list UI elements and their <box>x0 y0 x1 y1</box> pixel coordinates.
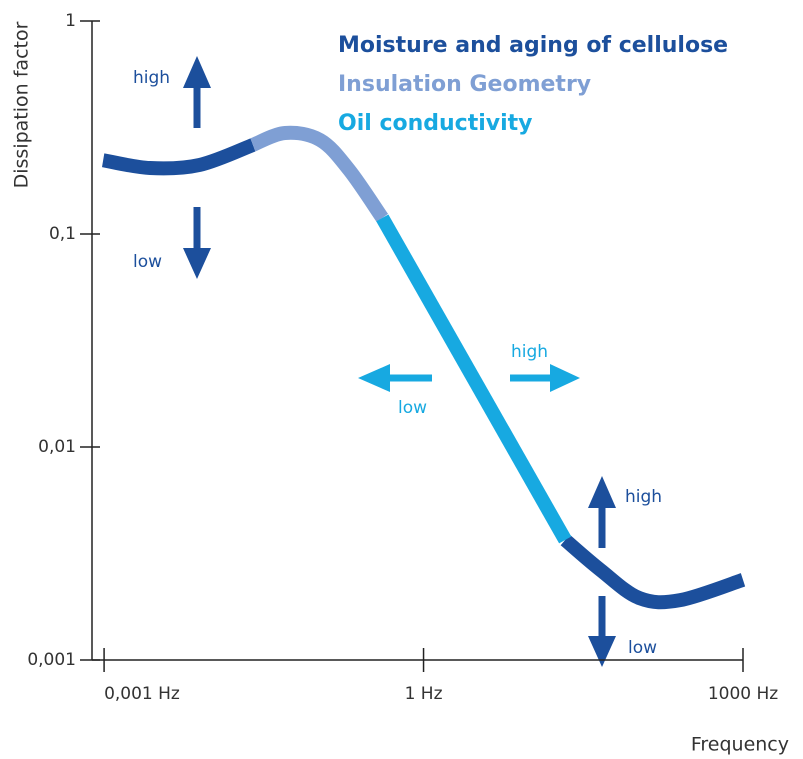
legend-entry: Insulation Geometry <box>338 72 591 97</box>
y-tick-label: 0,01 <box>38 437 76 457</box>
x-tick-label: 1 Hz <box>405 684 443 704</box>
x-tick-label: 0,001 Hz <box>104 684 180 704</box>
annotation: high <box>625 487 662 507</box>
arrows <box>183 56 616 667</box>
arrow-head <box>550 364 580 392</box>
arrow-head <box>358 364 390 392</box>
y-tick-label: 0,1 <box>49 224 76 244</box>
annotation: high <box>511 342 548 362</box>
line <box>560 534 746 610</box>
arrow-head <box>183 56 211 88</box>
arrow-head <box>588 476 616 508</box>
arrow-head <box>183 248 211 279</box>
annotation: high <box>133 68 170 88</box>
line <box>250 125 389 222</box>
annotation: low <box>133 252 162 272</box>
y-tick-label: 0,001 <box>27 650 76 670</box>
legend-entry: Oil conductivity <box>338 111 533 136</box>
x-tick-label: 1000 Hz <box>708 684 778 704</box>
y-tick-label: 1 <box>65 11 76 31</box>
x-axis-label: Frequency <box>691 734 789 756</box>
annotation: low <box>628 638 657 658</box>
line <box>376 214 572 544</box>
line <box>101 138 256 176</box>
y-axis-label: Dissipation factor <box>11 21 33 188</box>
arrow-head <box>588 636 616 667</box>
legend-entry: Moisture and aging of cellulose <box>338 33 728 58</box>
annotation: low <box>398 398 427 418</box>
